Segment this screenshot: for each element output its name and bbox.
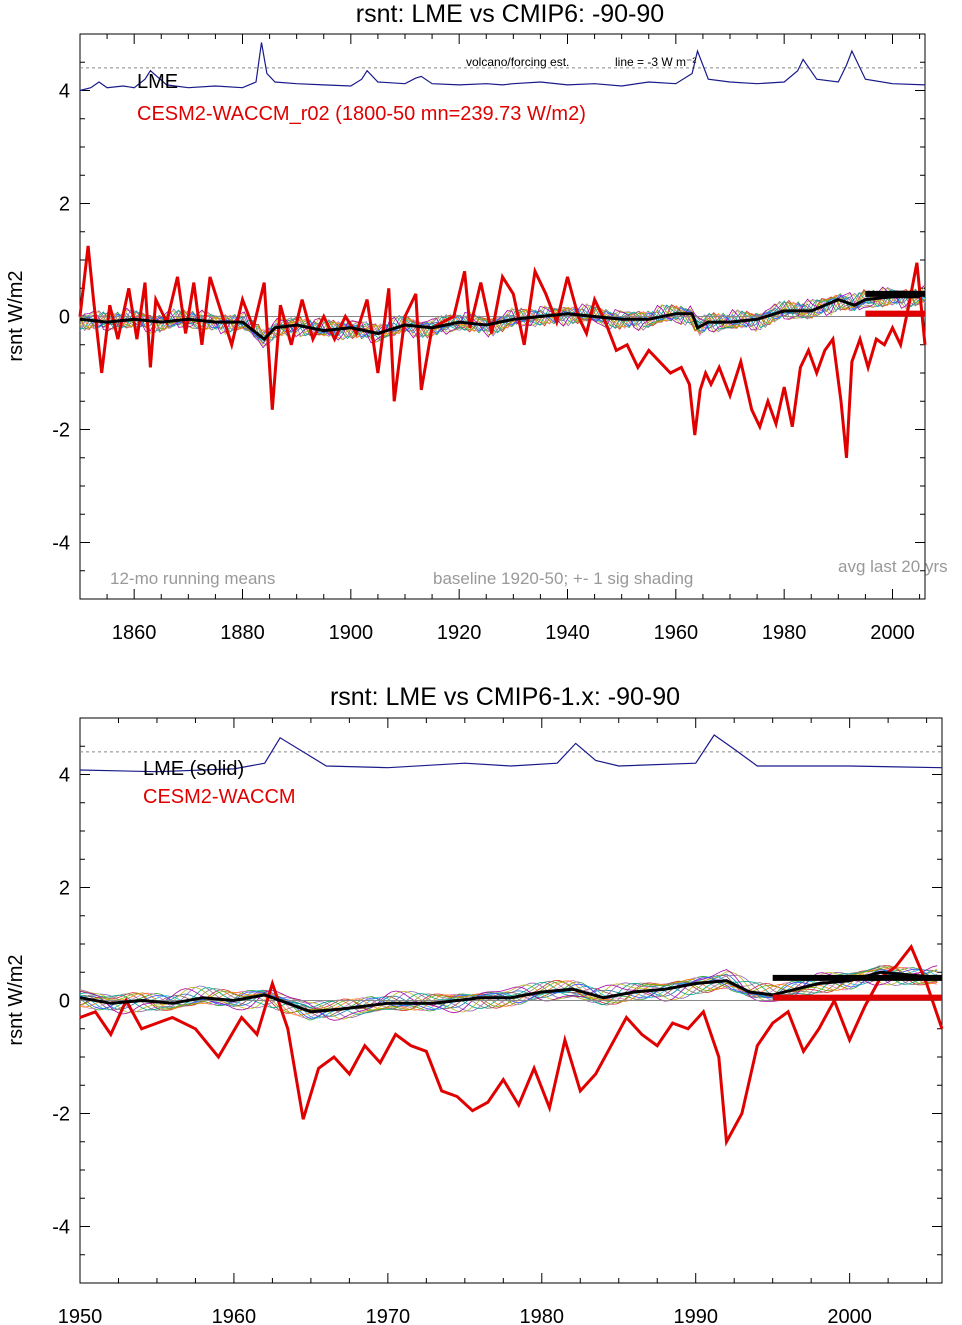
top-legend-lme: LME xyxy=(137,71,178,93)
y-tick-label: -2 xyxy=(52,420,70,442)
top-volcano-forcing-line xyxy=(79,42,926,92)
bottom-volcano-forcing-line xyxy=(79,734,943,773)
bottom-axis-ticks: 4 2 0 -2 -4 1950 1960 1970 1980 1990 2000 xyxy=(52,717,942,1325)
y-tick-label: 2 xyxy=(59,878,70,900)
x-tick-label: 1950 xyxy=(58,1306,103,1325)
bottom-legend-lme: LME (solid) xyxy=(143,758,244,780)
x-tick-label: 1920 xyxy=(437,622,482,644)
x-tick-label: 1980 xyxy=(520,1306,565,1325)
y-tick-label: 4 xyxy=(59,765,70,787)
x-tick-label: 2000 xyxy=(827,1306,872,1325)
running-means-note: 12-mo running means xyxy=(110,569,275,588)
top-chart-title: rsnt: LME vs CMIP6: -90-90 xyxy=(356,0,664,28)
top-lme-series xyxy=(79,295,920,342)
y-tick-label: -4 xyxy=(52,533,70,555)
x-tick-label: 2000 xyxy=(870,622,915,644)
x-tick-label: 1940 xyxy=(545,622,590,644)
x-tick-label: 1990 xyxy=(673,1306,718,1325)
x-tick-label: 1980 xyxy=(762,622,807,644)
ensemble-member-line xyxy=(79,966,938,1014)
ensemble-member-line xyxy=(79,290,926,337)
ensemble-member-line xyxy=(79,967,938,1015)
x-tick-label: 1900 xyxy=(329,622,374,644)
bottom-legend-cesm2: CESM2-WACCM xyxy=(143,786,296,808)
bottom-chart-title: rsnt: LME vs CMIP6-1.x: -90-90 xyxy=(330,683,680,711)
y-tick-label: 2 xyxy=(59,194,70,216)
y-tick-label: -4 xyxy=(52,1217,70,1239)
bottom-ensemble-members xyxy=(79,965,938,1021)
ensemble-member-line xyxy=(79,969,938,1019)
y-tick-label: -2 xyxy=(52,1104,70,1126)
baseline-note: baseline 1920-50; +- 1 sig shading xyxy=(433,569,693,588)
top-axis-ticks: 4 2 0 -2 -4 1860 1880 1900 1920 1940 1960 1980 2000 xyxy=(52,33,925,644)
y-tick-label: 0 xyxy=(59,991,70,1013)
top-cesm2-waccm-series xyxy=(78,245,927,458)
y-tick-label: 4 xyxy=(59,81,70,103)
bottom-cesm2-waccm-series xyxy=(79,943,944,1147)
bottom-lme-series xyxy=(79,970,943,1014)
y-tick-label: 0 xyxy=(59,307,70,329)
x-tick-label: 1970 xyxy=(366,1306,411,1325)
top-legend-cesm2: CESM2-WACCM_r02 (1800-50 mn=239.73 W/m2) xyxy=(137,103,586,125)
x-tick-label: 1860 xyxy=(112,622,157,644)
avg-last-20yrs-note: avg last 20 yrs xyxy=(838,557,948,576)
ensemble-member-line xyxy=(79,285,926,346)
x-tick-label: 1960 xyxy=(212,1306,257,1325)
bottom-y-axis-label: rsnt W/m2 xyxy=(5,954,27,1045)
x-tick-label: 1880 xyxy=(220,622,265,644)
top-y-axis-label: rsnt W/m2 xyxy=(5,270,27,361)
line-scale-annotation: line = -3 W m⁻² xyxy=(615,55,696,69)
x-tick-label: 1960 xyxy=(654,622,699,644)
bottom-panel: rsnt: LME vs CMIP6-1.x: -90-90 rsnt W/m2… xyxy=(5,683,944,1325)
volcano-annotation: volcano/forcing est. xyxy=(466,55,569,69)
top-panel: rsnt: LME vs CMIP6: -90-90 rsnt W/m2 420… xyxy=(5,0,948,644)
